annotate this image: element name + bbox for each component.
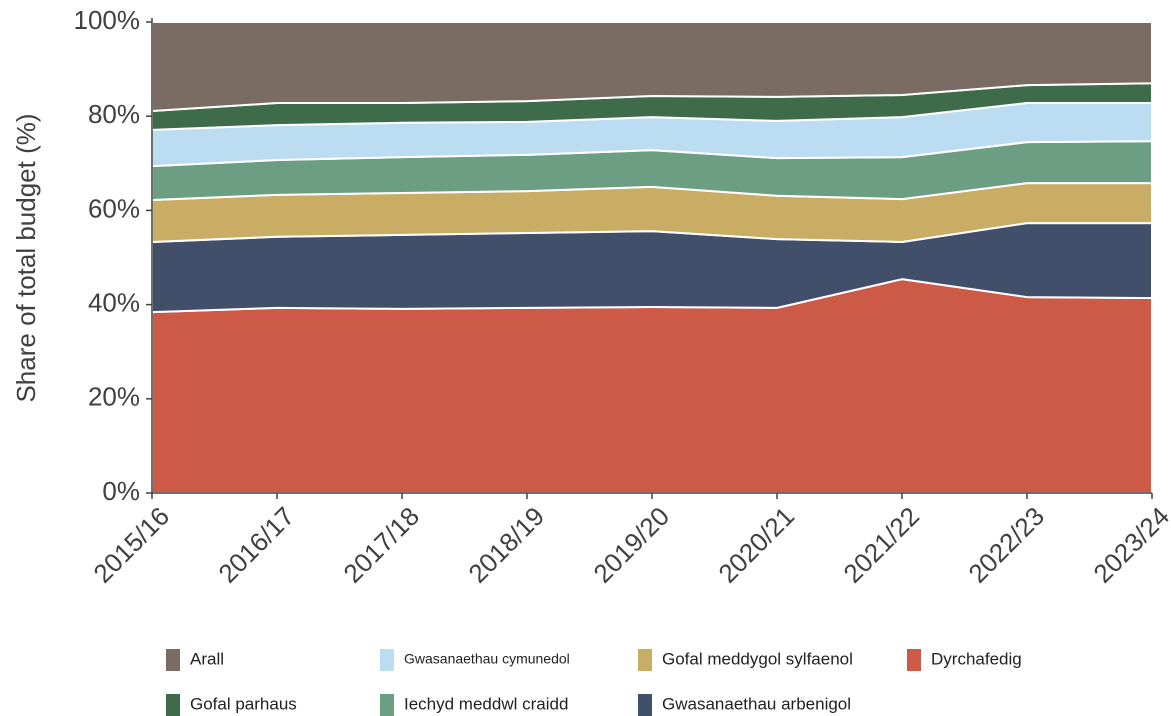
legend-swatch: [380, 649, 394, 671]
x-tick-label: 2015/16: [87, 501, 175, 589]
legend-label: Dyrchafedig: [931, 649, 1022, 668]
legend-label: Gofal meddygol sylfaenol: [662, 649, 853, 668]
x-tick-label: 2018/19: [462, 501, 550, 589]
y-axis-label: Share of total budget (%): [11, 113, 41, 402]
y-tick-label: 0%: [102, 476, 140, 506]
legend-label: Gwasanaethau cymunedol: [404, 651, 570, 667]
x-tick-label: 2023/24: [1087, 501, 1171, 589]
x-tick-label: 2016/17: [212, 501, 300, 589]
legend-label: Gwasanaethau arbenigol: [662, 694, 851, 713]
x-tick-label: 2019/20: [587, 501, 675, 589]
legend-label: Arall: [190, 649, 224, 668]
area: [151, 21, 1153, 113]
legend-swatch: [638, 694, 652, 716]
legend-label: Gofal parhaus: [190, 694, 297, 713]
y-tick-label: 60%: [88, 193, 140, 223]
x-tick-label: 2021/22: [837, 501, 925, 589]
area: [151, 278, 1153, 494]
y-tick-label: 20%: [88, 382, 140, 412]
y-tick-label: 100%: [74, 5, 141, 35]
legend-swatch: [166, 694, 180, 716]
legend-swatch: [166, 649, 180, 671]
y-tick-label: 40%: [88, 287, 140, 317]
y-tick-label: 80%: [88, 99, 140, 129]
legend-swatch: [638, 649, 652, 671]
legend-label: Iechyd meddwl craidd: [404, 694, 568, 713]
x-tick-label: 2017/18: [337, 501, 425, 589]
legend-swatch: [380, 694, 394, 716]
x-tick-label: 2020/21: [712, 501, 800, 589]
legend-swatch: [907, 649, 921, 671]
x-tick-label: 2022/23: [962, 501, 1050, 589]
